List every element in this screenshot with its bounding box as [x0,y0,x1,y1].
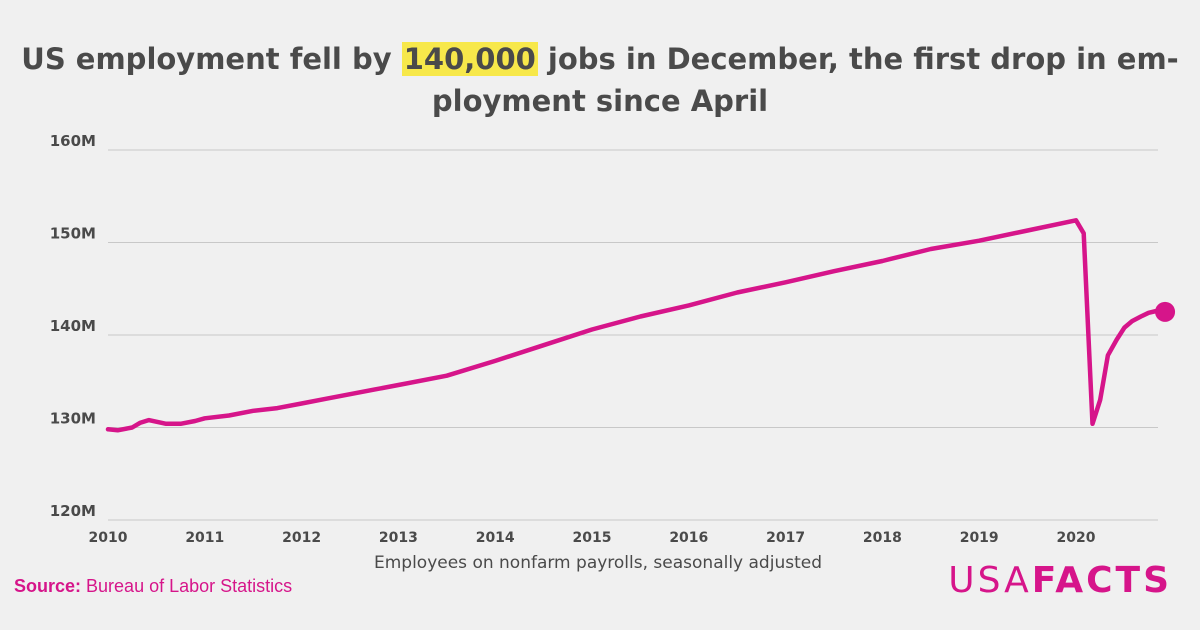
chart-title: US employment fell by 140,000 jobs in De… [20,38,1180,122]
x-tick-label: 2011 [185,530,224,546]
x-tick-labels: 2010 2011 2012 2013 2014 2015 2016 2017 2018 2019… [89,530,1096,546]
x-tick-label: 2010 [89,530,128,546]
x-tick-label: 2014 [476,530,515,546]
x-tick-label: 2018 [863,530,902,546]
y-tick-label: 160M [50,132,96,150]
y-tick-label: 140M [50,317,96,335]
title-after: jobs in December, the first drop in em-p… [431,42,1179,118]
x-tick-label: 2013 [379,530,418,546]
series-layer [105,218,1176,433]
source-text: Bureau of Labor Statistics [81,576,293,596]
y-tick-labels: 120M 130M 140M 150M 160M [50,132,96,520]
y-tick-label: 120M [50,502,96,520]
source-label: Source: [14,576,82,596]
x-tick-label: 2019 [960,530,999,546]
x-axis-label: Employees on nonfarm payrolls, seasonall… [374,553,822,573]
logo-part1: USA [948,560,1032,601]
x-tick-label: 2015 [573,530,612,546]
x-tick-label: 2020 [1057,530,1096,546]
latest-point-marker [1155,301,1176,322]
source-note: Source: Bureau of Labor Statistics [14,576,292,597]
y-tick-label: 130M [50,410,96,428]
gridlines [108,149,1158,521]
title-highlight: 140,000 [401,42,538,76]
x-tick-label: 2012 [282,530,321,546]
series-line [105,218,1168,433]
x-tick-label: 2016 [669,530,708,546]
logo-part2: FACTS [1031,560,1172,601]
x-tick-label: 2017 [766,530,805,546]
usafacts-logo: USAFACTS [948,560,1172,601]
title-before: US employment fell by [21,42,402,76]
y-tick-label: 150M [50,225,96,243]
